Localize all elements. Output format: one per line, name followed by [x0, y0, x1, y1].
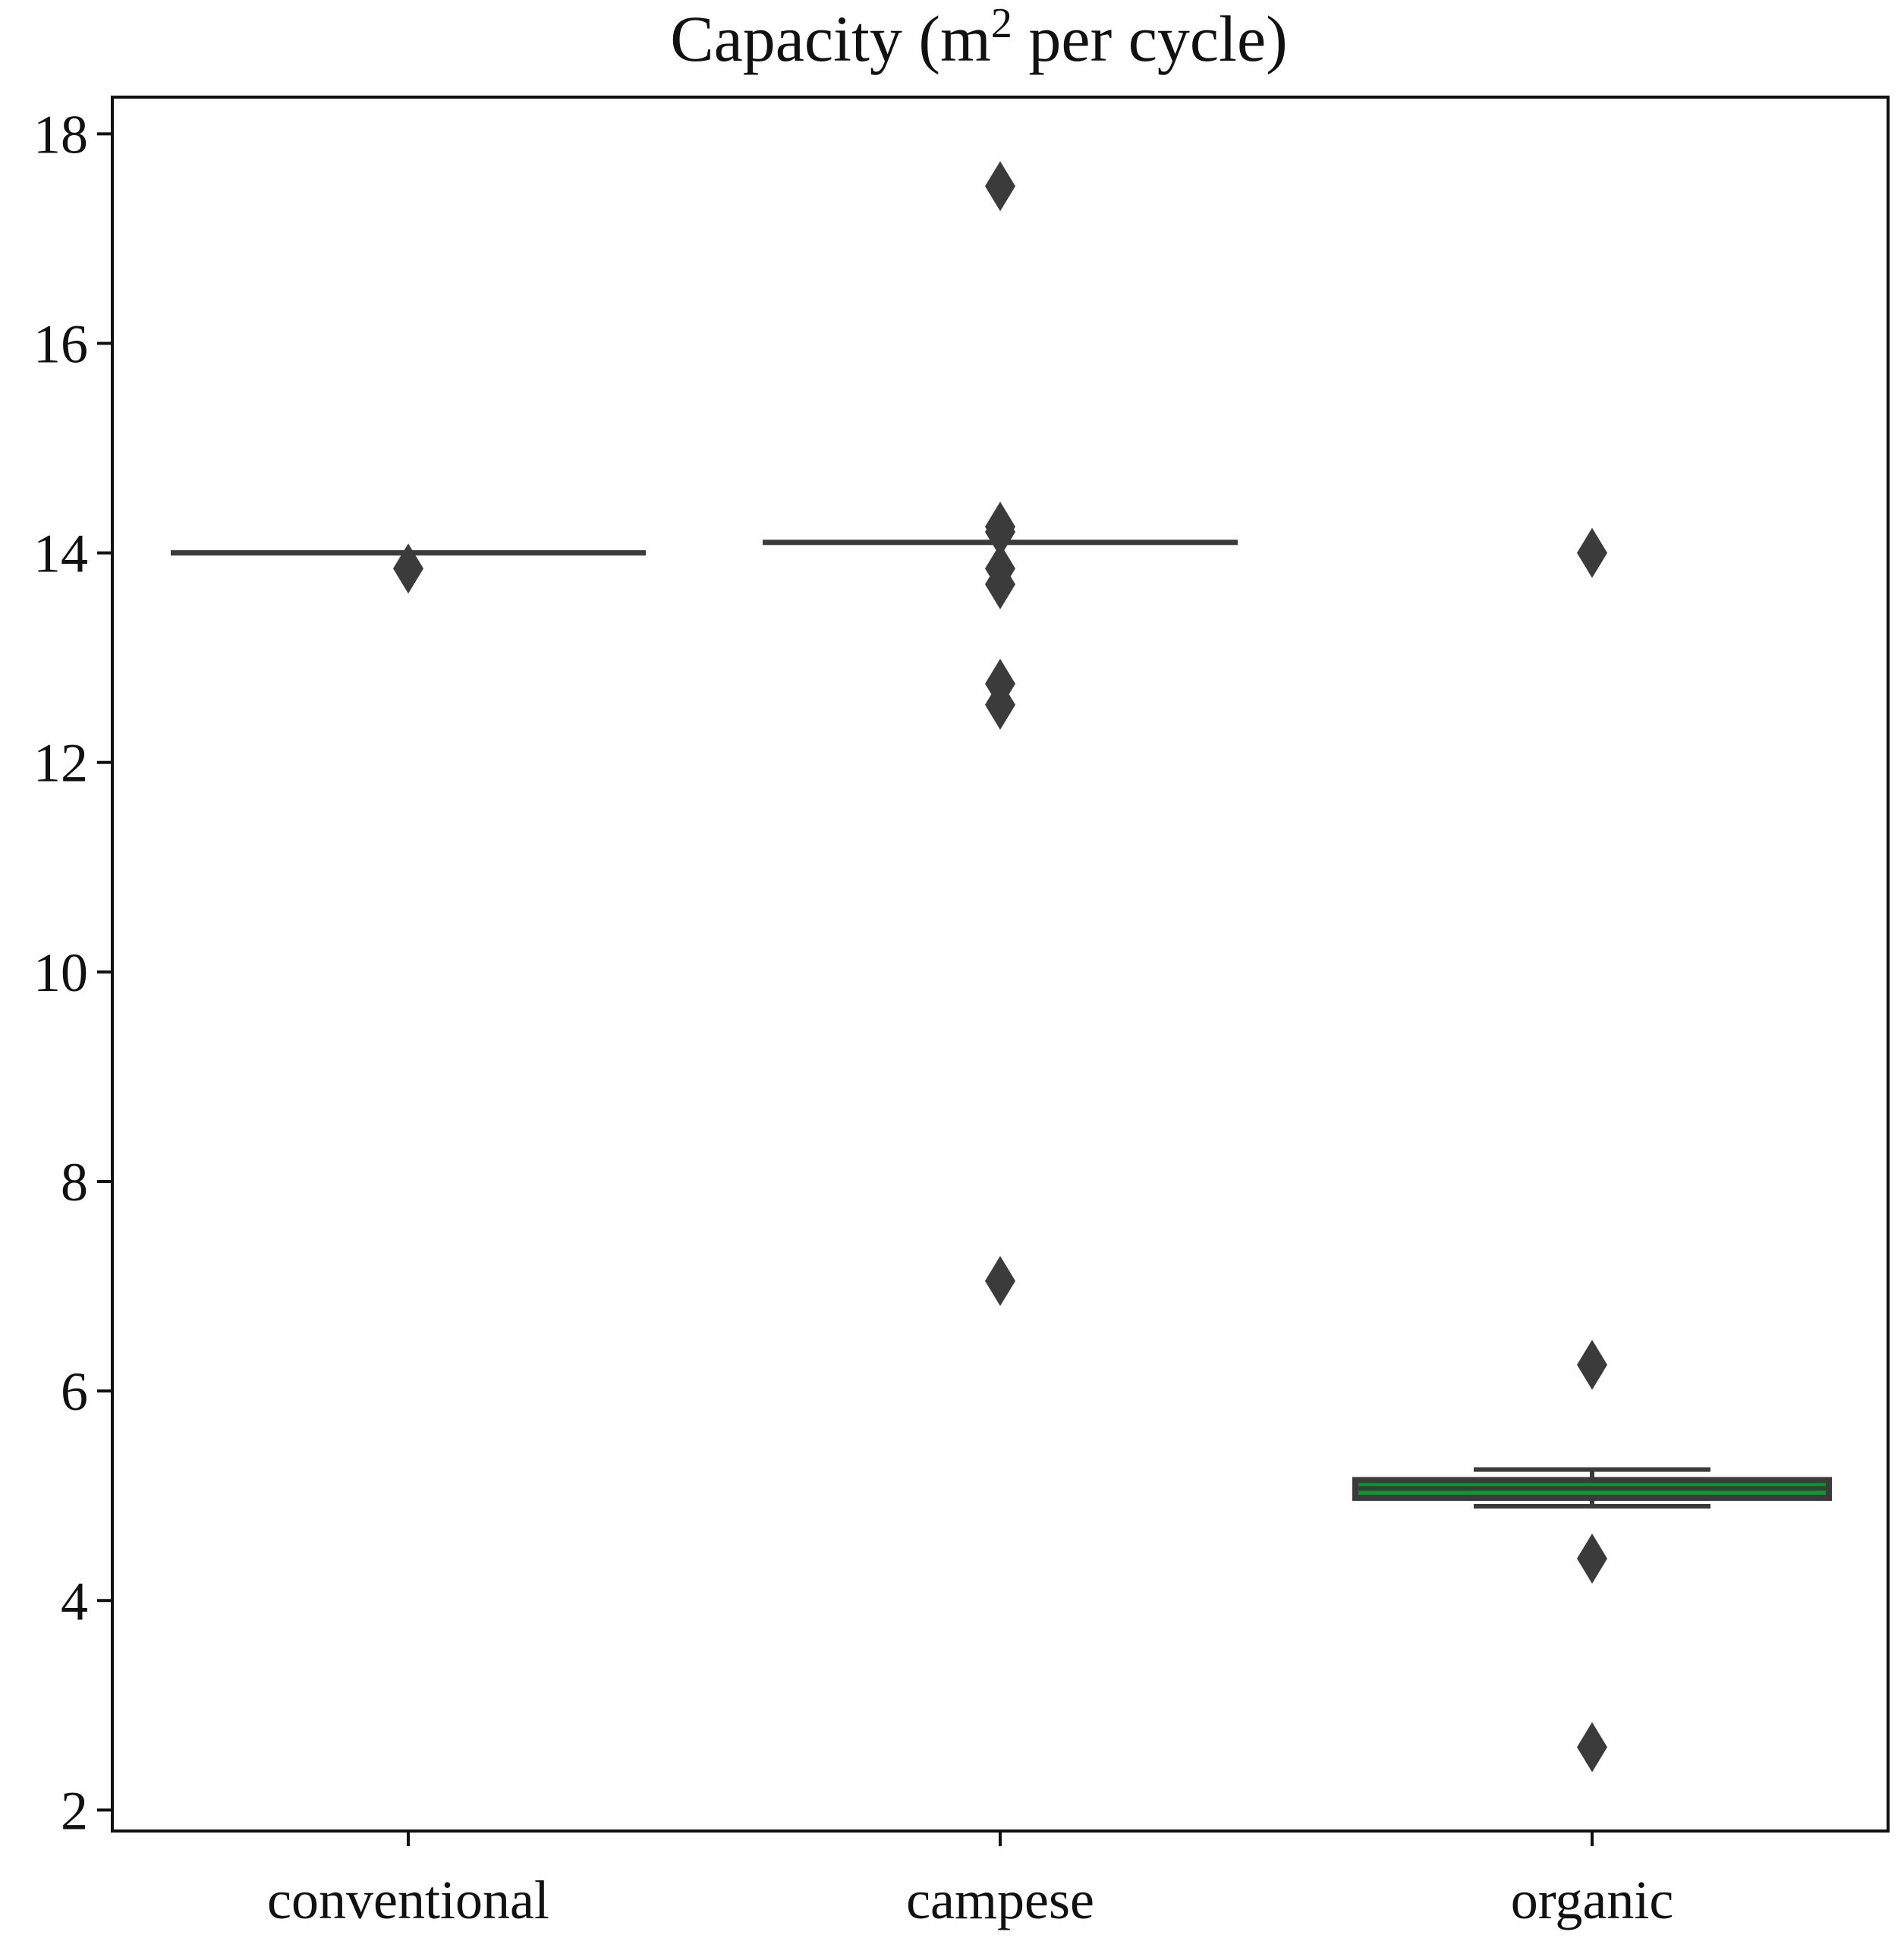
plot-area [171, 161, 1832, 1773]
outlier-campese-4 [985, 559, 1015, 610]
outlier-organic-0 [1577, 527, 1607, 578]
outlier-organic-3 [1577, 1722, 1607, 1773]
outlier-campese-7 [985, 1256, 1015, 1307]
y-tick-label-2: 2 [61, 1780, 88, 1841]
y-tick-label-14: 14 [33, 524, 88, 584]
box-group-campese [763, 161, 1238, 1307]
y-tick-label-10: 10 [33, 942, 88, 1003]
outlier-campese-2 [985, 506, 1015, 557]
y-tick-label-18: 18 [33, 104, 88, 165]
y-tick-label-16: 16 [33, 313, 88, 374]
outlier-conventional-0 [393, 543, 423, 594]
y-tick-label-12: 12 [33, 733, 88, 794]
axes-frame [111, 96, 1890, 1833]
outlier-organic-1 [1577, 1339, 1607, 1390]
box-group-conventional [171, 543, 646, 594]
chart-title-superscript: 2 [991, 0, 1012, 47]
x-tick-label-campese: campese [906, 1870, 1094, 1930]
x-tick-label-organic: organic [1511, 1870, 1674, 1930]
y-tick-label-6: 6 [61, 1361, 88, 1422]
y-tick-label-8: 8 [61, 1152, 88, 1213]
chart-title-main: Capacity (m [670, 2, 991, 75]
x-tick-label-conventional: conventional [267, 1870, 549, 1930]
outlier-campese-6 [985, 679, 1015, 730]
outlier-organic-2 [1577, 1534, 1607, 1584]
y-tick-label-4: 4 [61, 1571, 88, 1631]
outlier-campese-0 [985, 161, 1015, 212]
chart-title-rest: per cycle) [1012, 2, 1288, 75]
chart-title: Capacity (m2 per cycle) [670, 0, 1288, 75]
box-group-organic [1352, 527, 1832, 1773]
